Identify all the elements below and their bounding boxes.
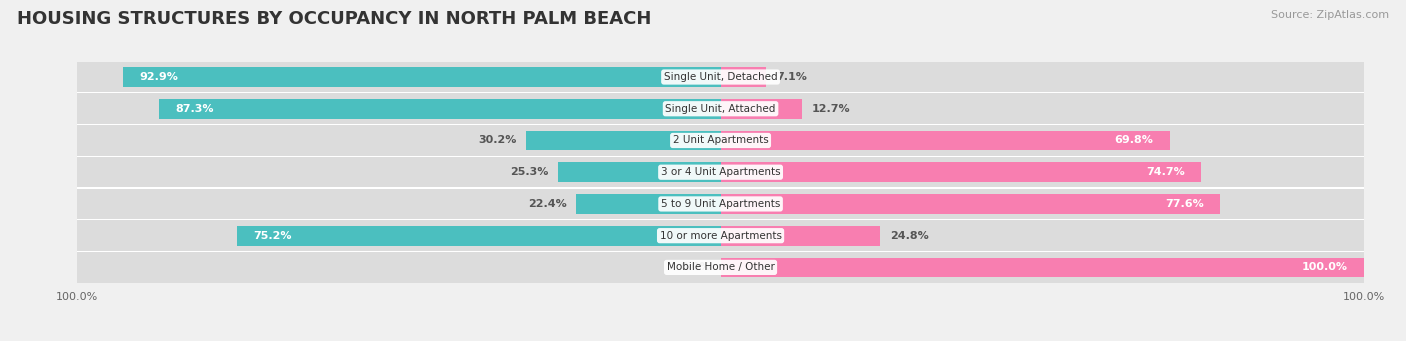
Text: HOUSING STRUCTURES BY OCCUPANCY IN NORTH PALM BEACH: HOUSING STRUCTURES BY OCCUPANCY IN NORTH… xyxy=(17,10,651,28)
Text: 100.0%: 100.0% xyxy=(1302,263,1348,272)
Text: Single Unit, Detached: Single Unit, Detached xyxy=(664,72,778,82)
Bar xyxy=(159,99,721,119)
Bar xyxy=(77,189,1364,219)
Text: 7.1%: 7.1% xyxy=(776,72,807,82)
Bar xyxy=(236,226,721,246)
Bar xyxy=(721,226,880,246)
Bar xyxy=(77,62,1364,92)
Text: 75.2%: 75.2% xyxy=(253,231,291,241)
Text: Single Unit, Attached: Single Unit, Attached xyxy=(665,104,776,114)
Bar xyxy=(77,157,1364,188)
Bar xyxy=(721,194,1220,214)
Text: 10 or more Apartments: 10 or more Apartments xyxy=(659,231,782,241)
Bar xyxy=(721,257,1364,277)
Bar xyxy=(721,67,766,87)
Text: 2 Unit Apartments: 2 Unit Apartments xyxy=(672,135,769,146)
Text: Source: ZipAtlas.com: Source: ZipAtlas.com xyxy=(1271,10,1389,20)
Text: 0.0%: 0.0% xyxy=(681,263,711,272)
Bar xyxy=(721,99,803,119)
Bar xyxy=(77,93,1364,124)
Text: 22.4%: 22.4% xyxy=(529,199,567,209)
Text: 92.9%: 92.9% xyxy=(139,72,179,82)
Text: 12.7%: 12.7% xyxy=(811,104,851,114)
Text: 87.3%: 87.3% xyxy=(176,104,214,114)
Bar xyxy=(122,67,721,87)
Bar xyxy=(77,125,1364,156)
Text: Mobile Home / Other: Mobile Home / Other xyxy=(666,263,775,272)
Bar xyxy=(558,162,721,182)
Text: 3 or 4 Unit Apartments: 3 or 4 Unit Apartments xyxy=(661,167,780,177)
Bar xyxy=(77,220,1364,251)
Text: 5 to 9 Unit Apartments: 5 to 9 Unit Apartments xyxy=(661,199,780,209)
Bar xyxy=(526,131,721,150)
Text: 25.3%: 25.3% xyxy=(510,167,548,177)
Text: 69.8%: 69.8% xyxy=(1115,135,1153,146)
Bar xyxy=(721,162,1201,182)
Text: 74.7%: 74.7% xyxy=(1146,167,1185,177)
Bar xyxy=(576,194,721,214)
Text: 30.2%: 30.2% xyxy=(478,135,516,146)
Text: 77.6%: 77.6% xyxy=(1166,199,1204,209)
Bar xyxy=(721,131,1170,150)
Bar xyxy=(77,252,1364,283)
Text: 24.8%: 24.8% xyxy=(890,231,928,241)
